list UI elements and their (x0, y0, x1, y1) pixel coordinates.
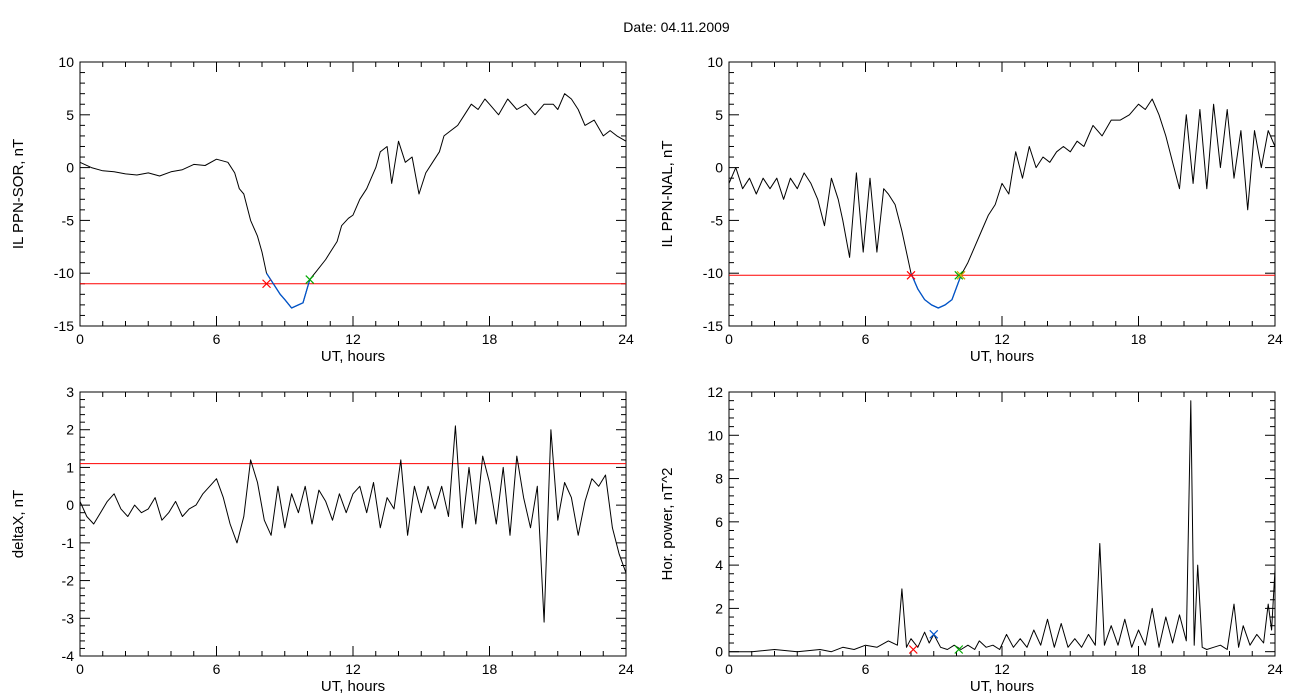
event-marker (262, 279, 271, 289)
x-axis-label: UT, hours (321, 348, 385, 365)
event-marker (954, 270, 964, 280)
x-tick-label: 24 (618, 661, 634, 677)
x-tick-label: 0 (725, 661, 733, 677)
x-tick-label: 12 (994, 331, 1010, 347)
y-tick-label: -5 (711, 212, 724, 228)
y-tick-label: -5 (62, 212, 75, 228)
y-tick-label: -4 (62, 648, 75, 664)
y-tick-label: 8 (715, 471, 723, 487)
y-tick-label: -15 (54, 318, 74, 334)
y-axis-label: deltaX, nT (10, 490, 27, 558)
x-tick-label: 18 (482, 661, 498, 677)
x-axis-label: UT, hours (321, 678, 385, 695)
series-line (79, 425, 627, 623)
y-tick-label: 1 (66, 459, 74, 475)
x-tick-label: 12 (994, 661, 1010, 677)
y-tick-label: 2 (66, 422, 74, 438)
page-title: Date: 04.11.2009 (623, 19, 730, 35)
x-tick-label: 0 (76, 331, 84, 347)
series-line (729, 400, 1276, 653)
series-line (728, 98, 1276, 309)
y-tick-label: 0 (66, 497, 74, 513)
y-tick-label: 6 (715, 514, 723, 530)
event-marker (305, 275, 315, 284)
x-axis-label: UT, hours (970, 348, 1034, 365)
event-marker (956, 270, 966, 280)
y-tick-label: 0 (715, 644, 723, 660)
plot-frame (728, 391, 1276, 657)
y-axis-label: Hor. power, nT^2 (659, 468, 676, 581)
y-tick-label: -15 (703, 318, 723, 334)
x-tick-label: 12 (345, 661, 361, 677)
y-tick-label: 0 (715, 160, 723, 176)
y-tick-label: 10 (58, 54, 74, 70)
x-tick-label: 6 (862, 661, 870, 677)
y-axis-label: IL PPN-NAL, nT (659, 141, 676, 248)
y-tick-label: -2 (62, 573, 75, 589)
x-axis-label: UT, hours (970, 678, 1034, 695)
highlighted-segment (265, 272, 311, 309)
x-tick-label: 18 (1131, 331, 1147, 347)
highlighted-segment (910, 272, 962, 309)
plot-frame (728, 61, 1276, 327)
event-marker (908, 645, 918, 654)
y-tick-label: 0 (66, 160, 74, 176)
x-tick-label: 6 (213, 661, 221, 677)
x-tick-label: 0 (76, 661, 84, 677)
y-tick-label: -10 (54, 265, 74, 281)
y-axis-label: IL PPN-SOR, nT (10, 139, 27, 249)
y-tick-label: 5 (66, 107, 74, 123)
x-tick-label: 12 (345, 331, 361, 347)
x-tick-label: 24 (1267, 331, 1283, 347)
y-tick-label: -1 (62, 535, 75, 551)
x-tick-label: 24 (618, 331, 634, 347)
plot-frame (79, 61, 627, 327)
panel-top-left: 0 6 12 18 24 -15 -10 -5 0 5 10 UT, hours IL PPN-SOR,… (10, 54, 634, 365)
y-tick-label: 3 (66, 384, 74, 400)
y-tick-label: 4 (715, 557, 723, 573)
x-tick-label: 24 (1267, 661, 1283, 677)
panel-top-right: 0 6 12 18 24 -15 -10 -5 0 5 10 UT, hours IL PPN-NAL,… (659, 54, 1283, 365)
y-tick-label: -10 (703, 265, 723, 281)
x-tick-label: 18 (1131, 661, 1147, 677)
x-tick-label: 18 (482, 331, 498, 347)
series-line (79, 93, 627, 309)
x-tick-label: 6 (862, 331, 870, 347)
event-marker (954, 645, 964, 654)
x-tick-label: 6 (213, 331, 221, 347)
y-tick-label: 2 (715, 600, 723, 616)
event-marker (929, 629, 939, 639)
y-tick-label: 12 (707, 384, 723, 400)
y-tick-label: 10 (707, 427, 723, 443)
y-tick-label: 10 (707, 54, 723, 70)
x-tick-label: 0 (725, 331, 733, 347)
y-tick-label: -3 (62, 610, 75, 626)
event-marker (906, 270, 916, 280)
y-tick-label: 5 (715, 107, 723, 123)
